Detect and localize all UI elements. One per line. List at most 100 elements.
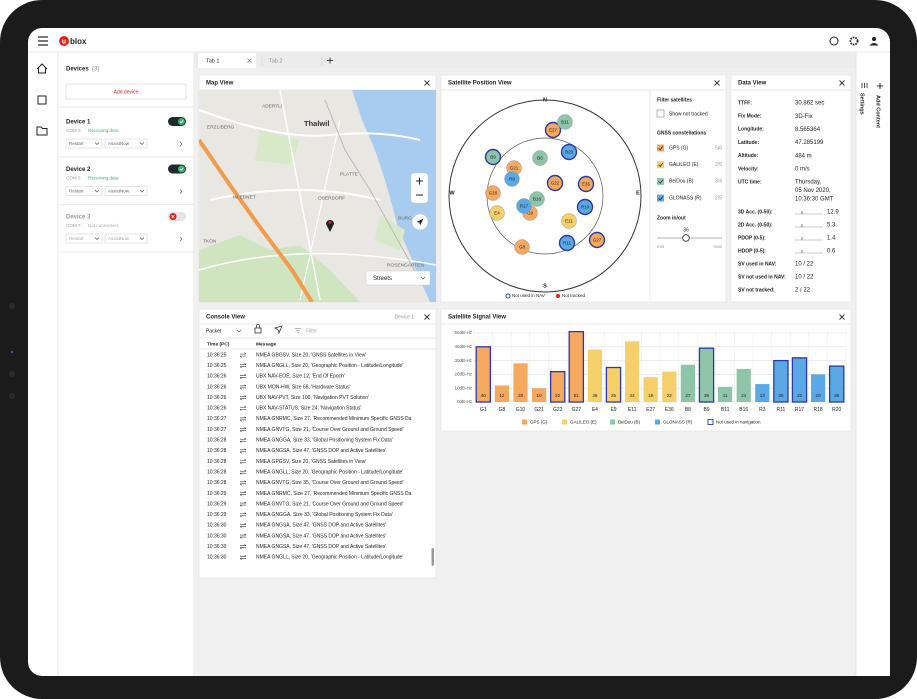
- map-highway: [199, 138, 314, 302]
- close-stroke: [839, 314, 845, 320]
- satellite-label: G21: [510, 166, 519, 171]
- x-tick-label: B9: [703, 407, 709, 413]
- assist-select[interactable]: [104, 233, 148, 244]
- constellation-name: GPS (G): [669, 145, 689, 151]
- constellation-checkbox[interactable]: [657, 144, 664, 152]
- folder-icon[interactable]: [36, 126, 48, 136]
- data-value: 2 / 22: [795, 288, 811, 294]
- satellite-label: R20: [565, 150, 574, 155]
- data-label: Altitude:: [738, 153, 759, 159]
- layer-select[interactable]: [365, 270, 431, 286]
- close-stroke: [839, 80, 845, 86]
- console-time: 10:36:28: [207, 480, 227, 486]
- assist-select[interactable]: [104, 138, 148, 149]
- column-header: Time (PC): [207, 341, 230, 347]
- map-pin-dot: [328, 221, 332, 224]
- device-port: COM 5: [66, 176, 81, 181]
- satellite: [561, 213, 577, 229]
- bar-value-label: 40: [481, 393, 487, 398]
- home-icon[interactable]: [36, 63, 48, 74]
- lock-icon[interactable]: [254, 327, 262, 334]
- packet-select[interactable]: Packet: [206, 328, 222, 334]
- restart-select[interactable]: [65, 138, 103, 149]
- direction-icon: [239, 416, 247, 422]
- legend-label: Not used in NAV: [512, 293, 545, 298]
- y-tick-label: 0dB-Hz: [457, 399, 473, 404]
- constellation-checkbox[interactable]: [657, 177, 664, 185]
- bar: [718, 386, 733, 402]
- restart-select[interactable]: [65, 233, 103, 244]
- pointer-icon[interactable]: [273, 325, 283, 335]
- data-value: Thursday,: [795, 180, 822, 186]
- device-icon[interactable]: [37, 95, 47, 105]
- device-status: Receiving data: [88, 176, 119, 181]
- zoom-knob[interactable]: [682, 234, 690, 242]
- restart-label: Restart: [69, 189, 84, 194]
- close-button[interactable]: [714, 80, 720, 86]
- x-tick-label: G21: [534, 407, 544, 413]
- close-button[interactable]: [839, 314, 845, 320]
- user-icon-head[interactable]: [872, 37, 876, 41]
- bezel-dot: [9, 393, 15, 399]
- satellite-label: R11: [563, 241, 571, 246]
- console-message: UBX NAV-STATUS, Size 24, 'Navigation Sta…: [256, 406, 361, 412]
- close-button[interactable]: [839, 80, 845, 86]
- direction-icon: [239, 405, 247, 411]
- toggle-x: [171, 214, 175, 219]
- bar: [475, 346, 492, 403]
- toggle-knob: [178, 165, 185, 173]
- close-button[interactable]: [424, 314, 430, 320]
- user-icon-body[interactable]: [869, 43, 879, 46]
- bar-value-label: 30: [778, 393, 784, 398]
- satellite-label: E27: [549, 128, 558, 133]
- panel-title: Map View: [206, 81, 234, 87]
- constellation-checkbox[interactable]: [657, 194, 664, 202]
- add-device-button[interactable]: [65, 83, 187, 100]
- bar: [680, 364, 695, 402]
- assist-select[interactable]: [104, 186, 148, 196]
- bar-value-label: 32: [797, 393, 803, 398]
- device-name: Device 1: [66, 120, 91, 126]
- restart-select[interactable]: [65, 186, 103, 196]
- zoom-max: max: [713, 244, 722, 249]
- settings-label[interactable]: Settings: [859, 93, 865, 115]
- bar: [494, 385, 509, 402]
- tab-label[interactable]: Tab 2: [269, 58, 282, 64]
- close-button[interactable]: [424, 80, 430, 86]
- map-road: [279, 89, 321, 301]
- check: [658, 146, 664, 151]
- satellite: [489, 205, 505, 221]
- logo-mark-bg: [59, 36, 69, 46]
- zoom-control[interactable]: [410, 172, 429, 204]
- console-time: 10:36:28: [207, 469, 227, 475]
- bar-value-label: 26: [834, 393, 840, 398]
- data-value: 47.285199: [795, 140, 824, 146]
- device-port: COM 3: [66, 128, 81, 133]
- data-value: 30.862 sec: [795, 101, 824, 107]
- scrollbar[interactable]: [431, 548, 435, 566]
- lock-shackle: [256, 324, 260, 328]
- direction-icon: [239, 384, 247, 390]
- constellation-checkbox[interactable]: [657, 161, 664, 169]
- console-message: NMEA GNGGA, Size 33, 'Global Positioning…: [256, 512, 393, 518]
- direction-icon: [239, 501, 247, 507]
- panel-title: Satellite Position View: [448, 81, 512, 87]
- filter-input[interactable]: Filter: [306, 328, 317, 334]
- filter-title: Filter satellites: [657, 97, 692, 103]
- legend-marker: [505, 293, 511, 299]
- checkbox[interactable]: [656, 109, 665, 118]
- constellation-count: 3/4: [715, 179, 722, 185]
- add-content-label[interactable]: Add Content: [875, 95, 881, 128]
- constellation-name: GALILEO (E): [669, 162, 699, 168]
- column-header: Message: [256, 341, 277, 347]
- help-icon[interactable]: [829, 36, 839, 46]
- bar: [736, 368, 751, 402]
- tab-active[interactable]: [198, 53, 256, 68]
- settings-icon[interactable]: [849, 36, 859, 46]
- chevron: [139, 189, 145, 193]
- satellite-label: G8: [519, 245, 526, 250]
- check: [658, 179, 664, 184]
- satellite-label: R19: [581, 205, 590, 210]
- map-pin: [326, 220, 334, 232]
